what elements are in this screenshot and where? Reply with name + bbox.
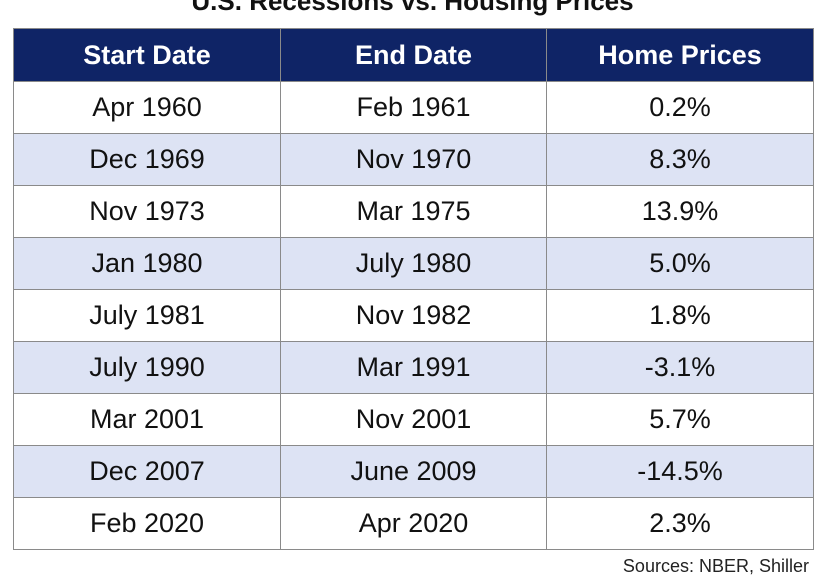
- start-date-cell: July 1981: [13, 289, 281, 342]
- home-prices-cell: 8.3%: [546, 133, 814, 186]
- table-row: Feb 2020 Apr 2020 2.3%: [13, 497, 814, 550]
- home-prices-cell: -14.5%: [546, 445, 814, 498]
- start-date-cell: Feb 2020: [13, 497, 281, 550]
- home-prices-cell: -3.1%: [546, 341, 814, 394]
- start-date-cell: July 1990: [13, 341, 281, 394]
- table-row: Dec 2007 June 2009 -14.5%: [13, 445, 814, 498]
- source-note: Sources: NBER, Shiller: [622, 556, 809, 576]
- table-row: Nov 1973 Mar 1975 13.9%: [13, 185, 814, 238]
- start-date-cell: Dec 2007: [13, 445, 281, 498]
- end-date-cell: Mar 1975: [280, 185, 547, 238]
- home-prices-cell: 0.2%: [546, 81, 814, 134]
- end-date-cell: Feb 1961: [280, 81, 547, 134]
- end-date-cell: July 1980: [280, 237, 547, 290]
- column-header-start-date: Start Date: [13, 28, 281, 82]
- recessions-table: Start Date End Date Home Prices Apr 1960…: [13, 28, 814, 550]
- end-date-cell: Apr 2020: [280, 497, 547, 550]
- table-row: July 1981 Nov 1982 1.8%: [13, 289, 814, 342]
- table-row: Dec 1969 Nov 1970 8.3%: [13, 133, 814, 186]
- start-date-cell: Apr 1960: [13, 81, 281, 134]
- end-date-cell: Nov 1982: [280, 289, 547, 342]
- home-prices-cell: 5.0%: [546, 237, 814, 290]
- home-prices-cell: 13.9%: [546, 185, 814, 238]
- table-row: Mar 2001 Nov 2001 5.7%: [13, 393, 814, 446]
- start-date-cell: Dec 1969: [13, 133, 281, 186]
- end-date-cell: June 2009: [280, 445, 547, 498]
- start-date-cell: Jan 1980: [13, 237, 281, 290]
- end-date-cell: Nov 1970: [280, 133, 547, 186]
- home-prices-cell: 1.8%: [546, 289, 814, 342]
- table-title: U.S. Recessions vs. Housing Prices: [191, 0, 634, 16]
- table-row: July 1990 Mar 1991 -3.1%: [13, 341, 814, 394]
- home-prices-cell: 5.7%: [546, 393, 814, 446]
- header-row: Start Date End Date Home Prices: [13, 28, 814, 82]
- table-row: Apr 1960 Feb 1961 0.2%: [13, 81, 814, 134]
- column-header-end-date: End Date: [280, 28, 547, 82]
- home-prices-cell: 2.3%: [546, 497, 814, 550]
- start-date-cell: Mar 2001: [13, 393, 281, 446]
- end-date-cell: Mar 1991: [280, 341, 547, 394]
- end-date-cell: Nov 2001: [280, 393, 547, 446]
- column-header-home-prices: Home Prices: [546, 28, 814, 82]
- table-row: Jan 1980 July 1980 5.0%: [13, 237, 814, 290]
- start-date-cell: Nov 1973: [13, 185, 281, 238]
